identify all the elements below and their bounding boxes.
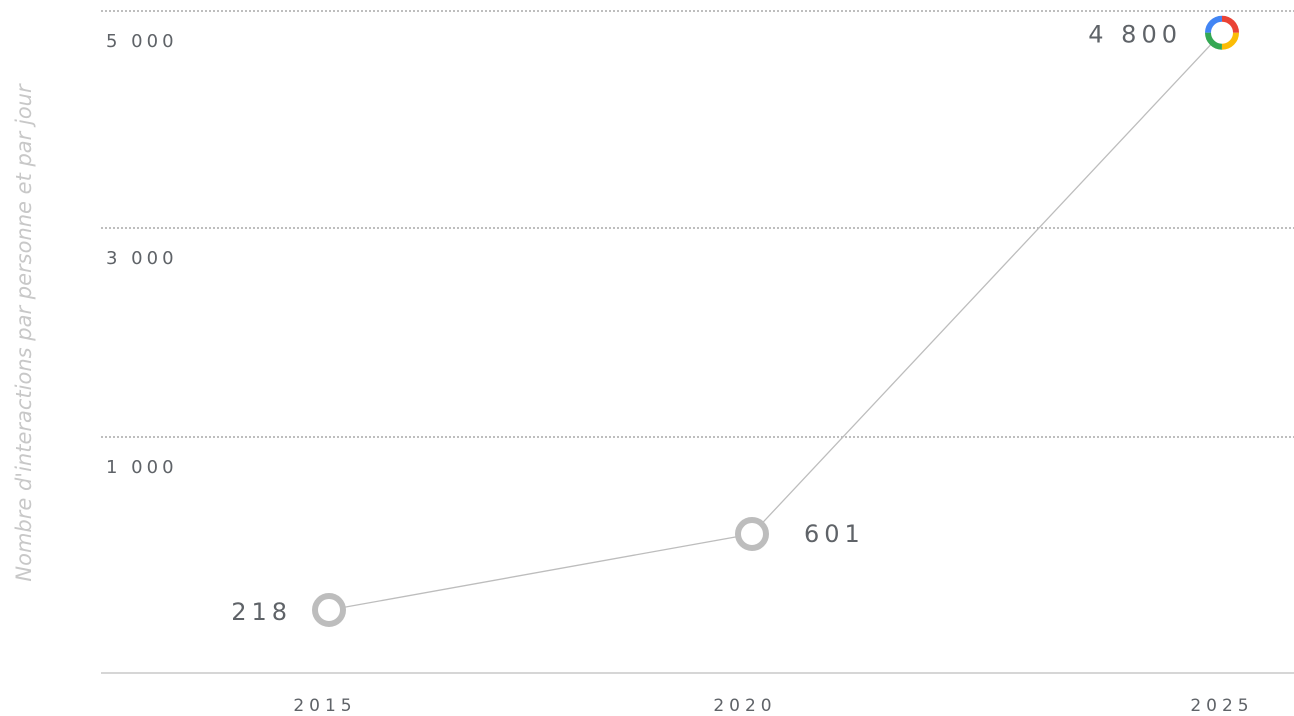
x-tick-label: 2015 <box>293 696 356 716</box>
x-tick-labels: 2015 2020 2025 <box>293 696 1253 716</box>
highlight-ring-segment <box>1205 15 1239 50</box>
highlight-ring-segment <box>1205 15 1239 50</box>
y-tick-label: 3 000 <box>106 248 178 269</box>
highlight-ring-fill <box>1208 18 1236 47</box>
data-point-marker <box>312 593 346 627</box>
y-tick-labels: 1 000 3 000 5 000 <box>106 31 178 478</box>
data-label: 601 <box>804 520 865 548</box>
data-point-marker <box>735 517 769 551</box>
gridlines <box>101 10 1294 438</box>
data-labels: 218 601 4 800 <box>231 21 1182 626</box>
data-label: 218 <box>231 598 292 626</box>
y-tick-label: 1 000 <box>106 457 178 478</box>
series-line <box>328 32 1223 611</box>
y-axis-label: Nombre d'interactions par personne et pa… <box>12 83 36 582</box>
x-tick-label: 2025 <box>1190 696 1253 716</box>
x-tick-label: 2020 <box>713 696 776 716</box>
data-label: 4 800 <box>1088 21 1182 49</box>
series <box>312 15 1239 627</box>
highlight-ring-icon <box>1205 15 1239 50</box>
highlight-ring-segment <box>1205 15 1239 50</box>
y-tick-label: 5 000 <box>106 31 178 52</box>
